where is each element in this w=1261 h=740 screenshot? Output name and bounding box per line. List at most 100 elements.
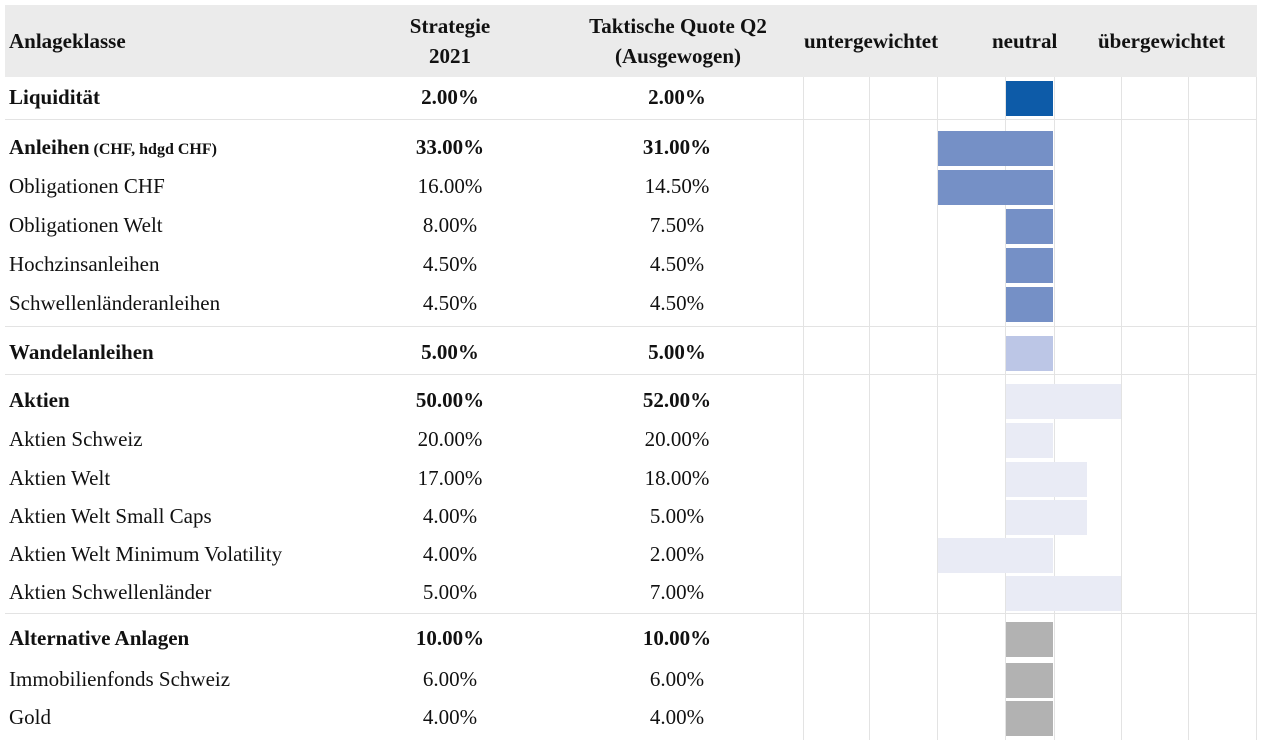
tilt-bar (1006, 500, 1087, 535)
row-label: Gold (9, 705, 51, 730)
scale-label-uebergewichtet: übergewichtet (1098, 29, 1226, 53)
strategie-value: 5.00% (422, 580, 478, 604)
gridline (1188, 77, 1189, 740)
taktisch-value: 18.00% (644, 466, 710, 490)
tilt-bar (1006, 622, 1053, 657)
row-label-text: Aktien Schwellenländer (9, 580, 212, 604)
gridline (1005, 77, 1006, 740)
taktisch-value: 20.00% (644, 427, 710, 451)
row-label-text: Aktien Schweiz (9, 427, 143, 451)
tilt-bar (1006, 248, 1053, 283)
tilt-bar (1006, 663, 1053, 698)
row-label: Hochzinsanleihen (9, 252, 159, 277)
strategie-value: 17.00% (417, 466, 483, 490)
row-label: Obligationen CHF (9, 174, 165, 199)
row-label: Obligationen Welt (9, 213, 163, 238)
row-label-text: Immobilienfonds Schweiz (9, 667, 231, 691)
row-label: Liquidität (9, 85, 100, 110)
header-taktisch-line2: (Ausgewogen) (615, 44, 741, 68)
row-label: Immobilienfonds Schweiz (9, 667, 230, 692)
row-label: Aktien (9, 388, 70, 413)
taktisch-value: 10.00% (642, 626, 712, 650)
row-label-text: Aktien Welt (9, 466, 111, 490)
row-label: Aktien Welt Minimum Volatility (9, 542, 282, 567)
header-background (5, 5, 1257, 77)
strategie-value: 10.00% (415, 626, 485, 650)
taktisch-value: 4.50% (649, 291, 705, 315)
group-separator (5, 613, 1257, 614)
taktisch-value: 2.00% (649, 542, 705, 566)
tilt-bar (938, 170, 1053, 205)
strategie-value: 20.00% (417, 427, 483, 451)
taktisch-value: 52.00% (642, 388, 712, 412)
taktisch-value: 5.00% (649, 504, 705, 528)
row-label: Aktien Schweiz (9, 427, 143, 452)
header-strategie: Strategie 2021 (370, 11, 530, 71)
row-label-subtext: (CHF, hdgd CHF) (89, 141, 217, 158)
tilt-bar (938, 538, 1053, 573)
strategie-value: 50.00% (415, 388, 485, 412)
strategie-value: 4.50% (422, 252, 478, 276)
row-label-text: Aktien Welt Small Caps (9, 504, 212, 528)
taktisch-value: 7.50% (649, 213, 705, 237)
strategie-value: 16.00% (417, 174, 483, 198)
header-anlageklasse: Anlageklasse (9, 29, 126, 53)
header-strategie-line2: 2021 (429, 44, 471, 68)
gridline (869, 77, 870, 740)
tilt-bar (1006, 384, 1121, 419)
taktisch-value: 4.00% (649, 705, 705, 729)
row-label: Aktien Welt (9, 466, 110, 491)
header-taktisch: Taktische Quote Q2 (Ausgewogen) (558, 11, 798, 71)
tilt-bar (1006, 81, 1053, 116)
tilt-bar (1006, 209, 1053, 244)
row-label: Wandelanleihen (9, 340, 154, 365)
tilt-bar (1006, 701, 1053, 736)
row-label-text: Obligationen Welt (9, 213, 163, 237)
group-separator (5, 374, 1257, 375)
row-label: Alternative Anlagen (9, 626, 189, 651)
gridline (1256, 77, 1257, 740)
gridline (803, 77, 804, 740)
taktisch-value: 4.50% (649, 252, 705, 276)
row-label-text: Obligationen CHF (9, 174, 165, 198)
row-label: Schwellenländeranleihen (9, 291, 220, 316)
tilt-bar (1006, 336, 1053, 371)
row-label-text: Aktien (9, 388, 70, 412)
strategie-value: 4.00% (422, 504, 478, 528)
taktisch-value: 2.00% (648, 85, 706, 109)
strategie-value: 4.00% (422, 705, 478, 729)
row-label-text: Gold (9, 705, 51, 729)
strategie-value: 33.00% (415, 135, 485, 159)
tilt-bar (938, 131, 1053, 166)
strategie-value: 6.00% (422, 667, 478, 691)
strategie-value: 8.00% (422, 213, 478, 237)
group-separator (5, 119, 1257, 120)
strategie-value: 4.50% (422, 291, 478, 315)
taktisch-value: 14.50% (644, 174, 710, 198)
group-separator (5, 326, 1257, 327)
row-label-text: Liquidität (9, 85, 101, 109)
tilt-bar (1006, 576, 1121, 611)
row-label: Aktien Welt Small Caps (9, 504, 212, 529)
strategie-value: 2.00% (421, 85, 479, 109)
row-label-text: Aktien Welt Minimum Volatility (9, 542, 283, 566)
scale-label-untergewichtet: untergewichtet (804, 29, 939, 53)
row-label-text: Wandelanleihen (9, 340, 154, 364)
taktisch-value: 31.00% (642, 135, 712, 159)
row-label: Aktien Schwellenländer (9, 580, 211, 605)
scale-label-neutral: neutral (992, 29, 1058, 53)
header-taktisch-line1: Taktische Quote Q2 (589, 14, 767, 38)
taktisch-value: 7.00% (649, 580, 705, 604)
row-label-text: Alternative Anlagen (9, 626, 190, 650)
row-label-text: Schwellenländeranleihen (9, 291, 221, 315)
taktisch-value: 6.00% (649, 667, 705, 691)
gridline (1121, 77, 1122, 740)
row-label-text: Anleihen (9, 135, 90, 159)
gridline (937, 77, 938, 740)
tilt-bar (1006, 462, 1087, 497)
tilt-bar (1006, 423, 1053, 458)
tilt-bar (1006, 287, 1053, 322)
taktisch-value: 5.00% (648, 340, 706, 364)
row-label-text: Hochzinsanleihen (9, 252, 160, 276)
strategie-value: 4.00% (422, 542, 478, 566)
